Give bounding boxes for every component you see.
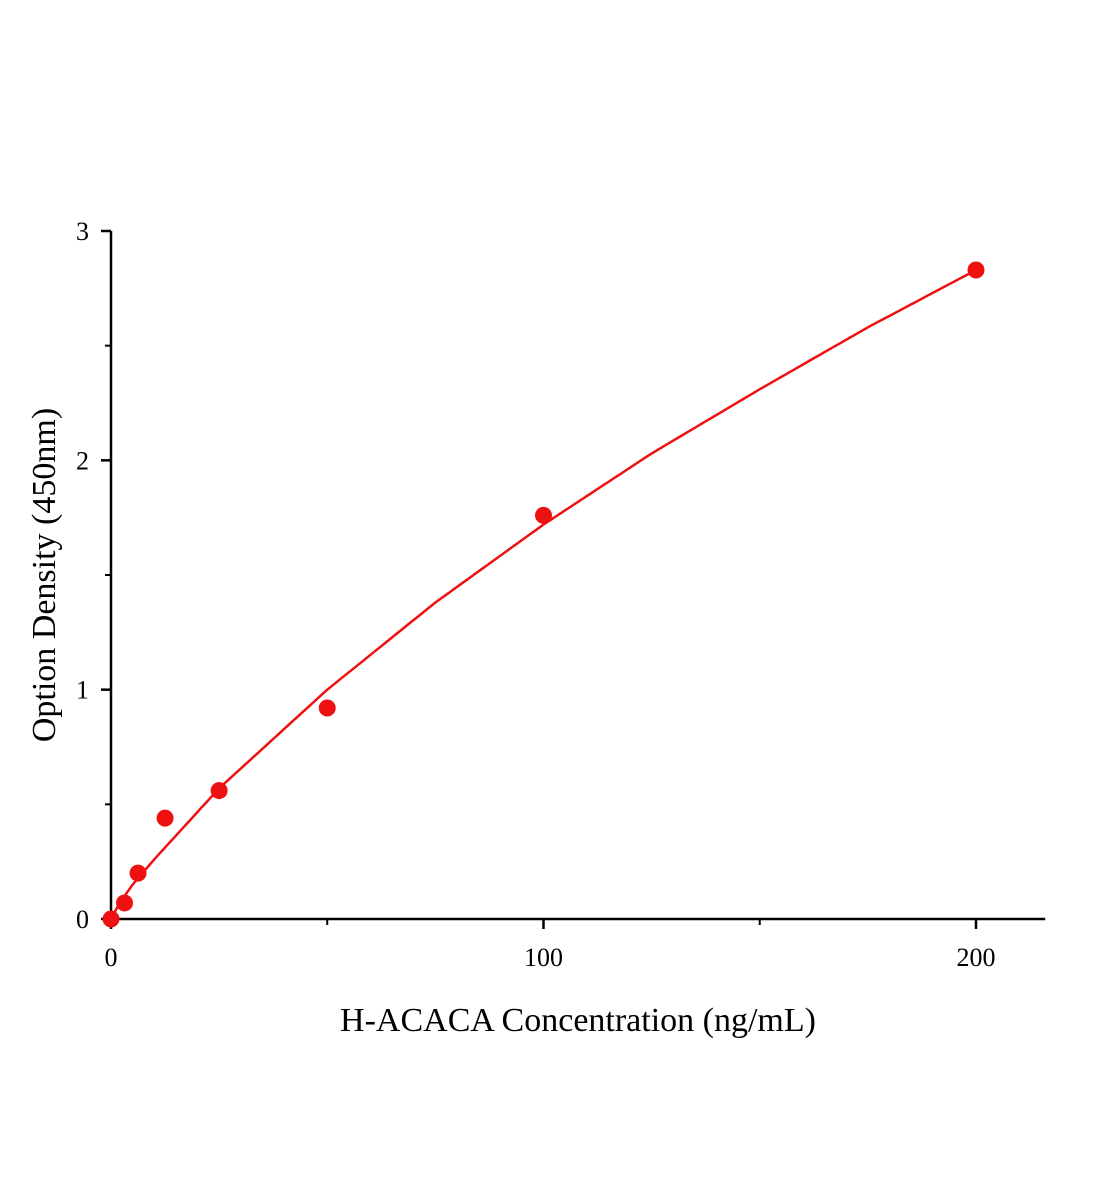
x-tick-label: 0 — [105, 943, 118, 972]
data-point — [156, 809, 174, 827]
x-tick-label: 100 — [524, 943, 563, 972]
data-point — [116, 894, 134, 912]
x-axis-label: H-ACACA Concentration (ng/mL) — [340, 1002, 816, 1039]
data-point — [535, 506, 552, 524]
fit-curve — [109, 268, 977, 920]
y-axis-label: Option Density (450nm) — [26, 408, 63, 742]
y-tick-label: 0 — [76, 905, 89, 934]
y-tick-label: 2 — [76, 446, 89, 475]
data-point — [318, 699, 336, 717]
data-point — [129, 864, 147, 882]
data-point — [102, 910, 120, 928]
y-tick-label: 3 — [76, 217, 89, 246]
x-tick-label: 200 — [957, 943, 996, 972]
data-points — [102, 261, 985, 928]
data-point — [210, 782, 228, 800]
axes: 0 100 200 0 1 2 3 — [76, 217, 1046, 972]
data-point — [967, 261, 985, 279]
y-tick-label: 1 — [76, 676, 89, 705]
